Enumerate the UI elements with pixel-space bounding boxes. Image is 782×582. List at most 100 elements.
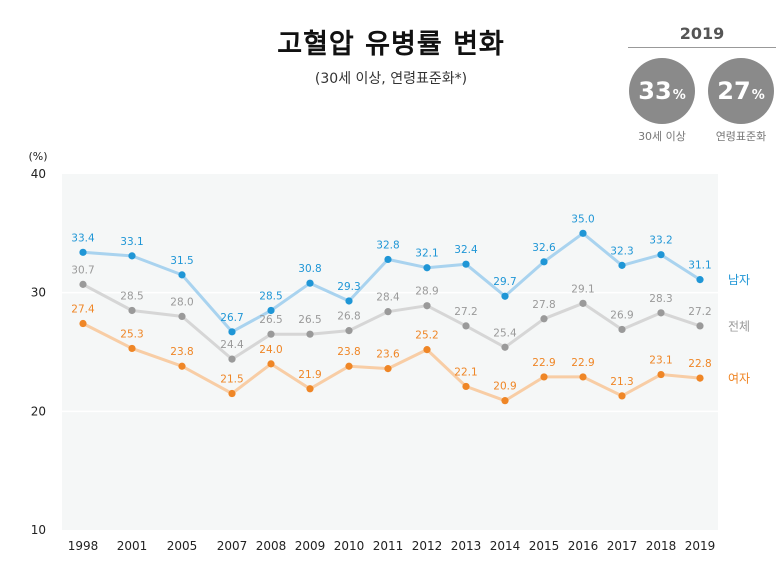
data-point-male [462, 260, 470, 268]
data-label-total: 26.5 [298, 314, 321, 326]
data-point-female [267, 360, 275, 368]
data-point-female [228, 389, 236, 398]
data-label-total: 30.7 [71, 264, 94, 276]
kpi-value: 27 [717, 77, 751, 105]
data-point-total [178, 312, 186, 320]
kpi-label-standardized: 연령표준화 [715, 130, 767, 143]
data-label-male: 33.2 [649, 235, 672, 247]
x-tick-label: 2013 [451, 539, 482, 553]
data-point-total [228, 355, 236, 363]
x-tick-label: 2010 [334, 539, 365, 553]
data-point-male [128, 252, 136, 260]
data-label-female: 25.2 [415, 330, 438, 342]
data-point-male [178, 271, 186, 279]
data-label-male: 28.5 [259, 290, 282, 302]
data-point-total [384, 308, 392, 316]
x-tick-label: 2017 [607, 539, 638, 553]
data-point-total [579, 299, 587, 307]
data-point-male [501, 292, 509, 300]
kpi-year: 2019 [679, 24, 725, 43]
data-point-male [618, 261, 626, 269]
x-tick-label: 2014 [490, 539, 521, 553]
data-label-male: 32.8 [376, 239, 399, 251]
data-point-total [540, 315, 548, 323]
data-point-female [540, 373, 548, 381]
data-point-total [306, 330, 314, 338]
data-label-total: 27.2 [688, 306, 711, 318]
x-tick-label: 2008 [256, 539, 287, 553]
data-label-female: 22.9 [532, 357, 555, 369]
kpi-label-male: 30세 이상 [638, 130, 686, 143]
kpi-circle-standardized: 27% [708, 58, 774, 124]
series-label-female: 여자 [728, 372, 750, 386]
data-label-female: 21.5 [220, 374, 243, 386]
data-label-female: 24.0 [259, 344, 282, 356]
data-label-female: 23.1 [649, 355, 672, 367]
x-tick-label: 2001 [117, 539, 148, 553]
y-tick-label: 10 [31, 523, 46, 537]
data-point-male [540, 258, 548, 266]
y-tick-label: 30 [31, 286, 46, 300]
x-tick-label: 2019 [685, 539, 716, 553]
data-label-male: 32.4 [454, 244, 478, 256]
x-tick-label: 2007 [217, 539, 248, 553]
data-point-female [657, 370, 665, 379]
kpi-unit: % [672, 87, 686, 103]
data-point-total [696, 322, 704, 330]
data-point-total [501, 343, 509, 351]
data-label-total: 27.2 [454, 306, 477, 318]
plot-background [62, 174, 718, 530]
data-label-female: 23.6 [376, 349, 400, 361]
data-point-female [423, 346, 431, 354]
data-label-total: 28.5 [120, 290, 143, 302]
data-point-total [618, 325, 626, 334]
data-point-male [579, 229, 587, 237]
series-line-total [81, 282, 702, 361]
data-point-female [696, 374, 704, 382]
data-point-female [501, 397, 509, 405]
data-label-total: 26.9 [610, 309, 633, 321]
data-point-male [228, 328, 236, 336]
data-label-total: 28.4 [376, 292, 400, 304]
data-label-male: 26.7 [220, 312, 243, 324]
data-point-female [79, 319, 87, 328]
data-label-male: 32.3 [610, 245, 633, 257]
data-point-total [267, 330, 275, 338]
data-point-female [306, 385, 314, 393]
data-label-total: 29.1 [571, 283, 594, 295]
chart-subtitle: (30세 이상, 연령표준화*) [314, 71, 468, 87]
kpi-value: 33 [638, 77, 672, 105]
data-point-male [657, 251, 665, 259]
data-label-male: 33.1 [120, 236, 143, 248]
data-label-female: 23.8 [170, 346, 193, 358]
data-point-total [79, 280, 87, 288]
y-axis-unit: (%) [28, 150, 47, 163]
data-point-total [128, 306, 136, 315]
data-label-female: 22.1 [454, 366, 477, 378]
data-point-male [423, 264, 431, 272]
data-label-male: 31.1 [688, 260, 711, 272]
data-point-female [618, 392, 626, 400]
data-point-female [384, 365, 392, 373]
x-tick-label: 2015 [529, 539, 560, 553]
kpi-unit: % [751, 87, 765, 103]
x-tick-label: 2005 [167, 539, 198, 553]
data-label-female: 22.9 [571, 357, 594, 369]
x-tick-label: 2009 [295, 539, 326, 553]
x-tick-label: 2016 [568, 539, 599, 553]
y-tick-label: 20 [31, 404, 46, 418]
data-point-female [178, 362, 186, 370]
series-label-total: 전체 [728, 319, 750, 333]
data-point-male [267, 306, 275, 315]
data-label-total: 25.4 [493, 327, 517, 339]
data-point-total [657, 309, 665, 317]
chart-title: 고혈압 유병률 변화 [277, 29, 505, 60]
data-point-female [462, 382, 470, 391]
data-label-male: 32.1 [415, 248, 438, 260]
data-label-total: 28.3 [649, 293, 672, 305]
data-label-total: 26.8 [337, 311, 360, 323]
data-point-total [462, 322, 470, 330]
data-point-male [306, 279, 314, 287]
data-point-total [423, 302, 431, 310]
